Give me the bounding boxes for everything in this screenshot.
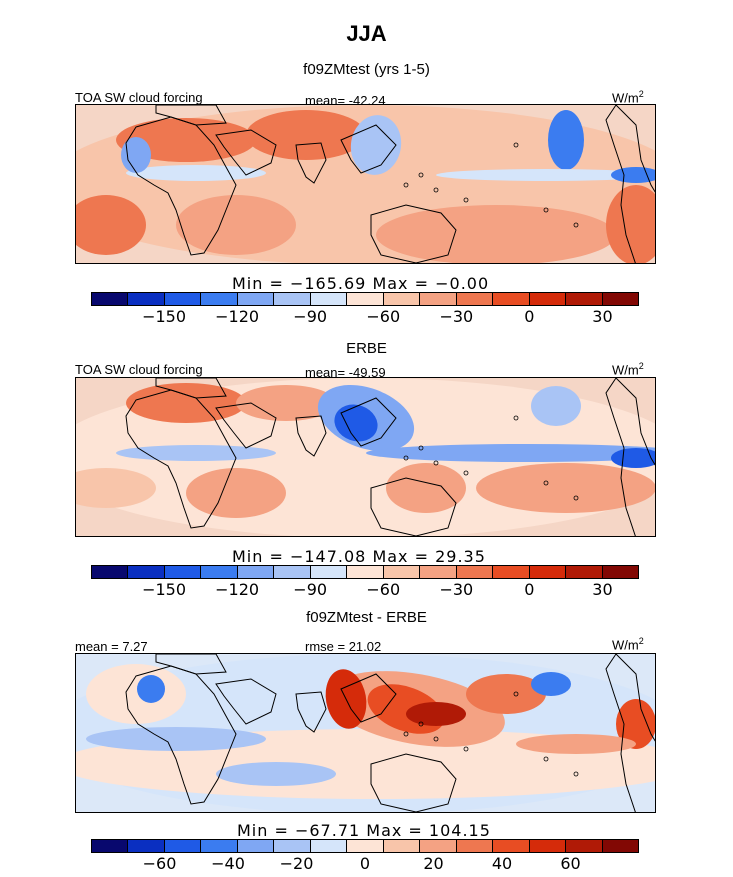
- panel-3-title: f09ZMtest - ERBE: [306, 609, 427, 626]
- colorbar-swatch: [456, 840, 494, 852]
- panel-2-title: ERBE: [346, 340, 387, 357]
- colorbar-swatch: [493, 293, 530, 305]
- colorbar-swatch: [566, 293, 603, 305]
- panel-2-range-text: Min = −147.08 Max = 29.35: [232, 547, 486, 566]
- colorbar-swatch: [347, 840, 384, 852]
- colorbar-tick-label: −60: [142, 854, 177, 873]
- panel-3-units: W/m2: [612, 636, 644, 653]
- colorbar-swatch: [92, 566, 129, 578]
- colorbar-tick-label: −30: [439, 307, 474, 326]
- colorbar-swatch: [164, 566, 202, 578]
- colorbar-swatch: [456, 566, 494, 578]
- colorbar-tick-label: 0: [524, 307, 535, 326]
- colorbar-tick-label: 30: [592, 580, 613, 599]
- panel-3-rmse-label: rmse = 21.02: [305, 639, 382, 654]
- panel-2-map: [75, 377, 656, 537]
- colorbar-tick-label: 0: [359, 854, 371, 873]
- colorbar-swatch: [383, 840, 421, 852]
- colorbar-swatch: [201, 840, 238, 852]
- colorbar-tick-label: −120: [215, 307, 260, 326]
- colorbar-swatch: [456, 293, 494, 305]
- colorbar-swatch: [602, 566, 639, 578]
- map-field: [76, 105, 655, 263]
- panel-1-range-text: Min = −165.69 Max = −0.00: [232, 274, 490, 293]
- colorbar-swatch: [383, 293, 421, 305]
- colorbar-tick-label: −60: [366, 580, 401, 599]
- colorbar-swatch: [201, 293, 238, 305]
- colorbar-tick-label: 30: [592, 307, 613, 326]
- colorbar-swatch: [347, 566, 384, 578]
- colorbar-swatch: [164, 293, 202, 305]
- colorbar-swatch: [347, 293, 384, 305]
- panel-1-units: W/m2: [612, 89, 644, 106]
- colorbar-tick-label: −30: [439, 580, 474, 599]
- colorbar-swatch: [310, 293, 348, 305]
- colorbar-swatch: [602, 840, 639, 852]
- colorbar-swatch: [201, 566, 238, 578]
- colorbar-tick-label: −90: [293, 307, 328, 326]
- map-field: [76, 654, 655, 812]
- colorbar-tick-label: 20: [423, 854, 444, 873]
- panel-1-mean-label: mean= -42.24: [305, 93, 386, 108]
- panel-2-variable-label: TOA SW cloud forcing: [75, 362, 203, 377]
- colorbar-swatch: [274, 566, 311, 578]
- colorbar-swatch: [602, 293, 639, 305]
- panel-1-map: [75, 104, 656, 264]
- colorbar-swatch: [420, 840, 457, 852]
- panel-3-map: [75, 653, 656, 813]
- colorbar-tick-label: 60: [560, 854, 581, 873]
- panel-3-mean-label: mean = 7.27: [75, 639, 148, 654]
- colorbar-tick-label: −150: [142, 307, 187, 326]
- colorbar-swatch: [310, 566, 348, 578]
- colorbar-tick-label: −40: [211, 854, 245, 873]
- colorbar-tick-label: −120: [215, 580, 260, 599]
- panel-2-units: W/m2: [612, 361, 644, 378]
- colorbar-swatch: [493, 566, 530, 578]
- colorbar-swatch: [529, 293, 567, 305]
- colorbar-swatch: [128, 840, 165, 852]
- colorbar-swatch: [566, 566, 603, 578]
- colorbar-swatch: [92, 840, 129, 852]
- colorbar-tick-label: −150: [142, 580, 187, 599]
- colorbar-tick-label: 40: [491, 854, 513, 873]
- panel-2-mean-label: mean= -49.59: [305, 365, 386, 380]
- colorbar-swatch: [237, 840, 275, 852]
- colorbar-swatch: [128, 293, 165, 305]
- colorbar-swatch: [310, 840, 348, 852]
- figure-title: JJA: [346, 21, 387, 46]
- panel-3-colorbar: [91, 839, 639, 853]
- colorbar-swatch: [420, 293, 457, 305]
- colorbar-swatch: [493, 840, 530, 852]
- colorbar-swatch: [566, 840, 603, 852]
- map-field: [76, 378, 655, 536]
- colorbar-swatch: [128, 566, 165, 578]
- colorbar-tick-label: −60: [366, 307, 401, 326]
- panel-1-colorbar: [91, 292, 639, 306]
- colorbar-swatch: [92, 293, 129, 305]
- colorbar-swatch: [237, 293, 275, 305]
- colorbar-swatch: [529, 566, 567, 578]
- panel-1-title: f09ZMtest (yrs 1-5): [303, 61, 430, 78]
- colorbar-swatch: [383, 566, 421, 578]
- colorbar-swatch: [529, 840, 567, 852]
- colorbar-tick-label: 0: [524, 580, 535, 599]
- colorbar-swatch: [420, 566, 457, 578]
- colorbar-tick-label: −90: [293, 580, 328, 599]
- colorbar-swatch: [164, 840, 202, 852]
- colorbar-swatch: [274, 840, 311, 852]
- panel-3-range-text: Min = −67.71 Max = 104.15: [237, 821, 491, 840]
- colorbar-swatch: [237, 566, 275, 578]
- panel-2-colorbar: [91, 565, 639, 579]
- panel-1-variable-label: TOA SW cloud forcing: [75, 90, 203, 105]
- colorbar-swatch: [274, 293, 311, 305]
- colorbar-tick-label: −20: [279, 854, 314, 873]
